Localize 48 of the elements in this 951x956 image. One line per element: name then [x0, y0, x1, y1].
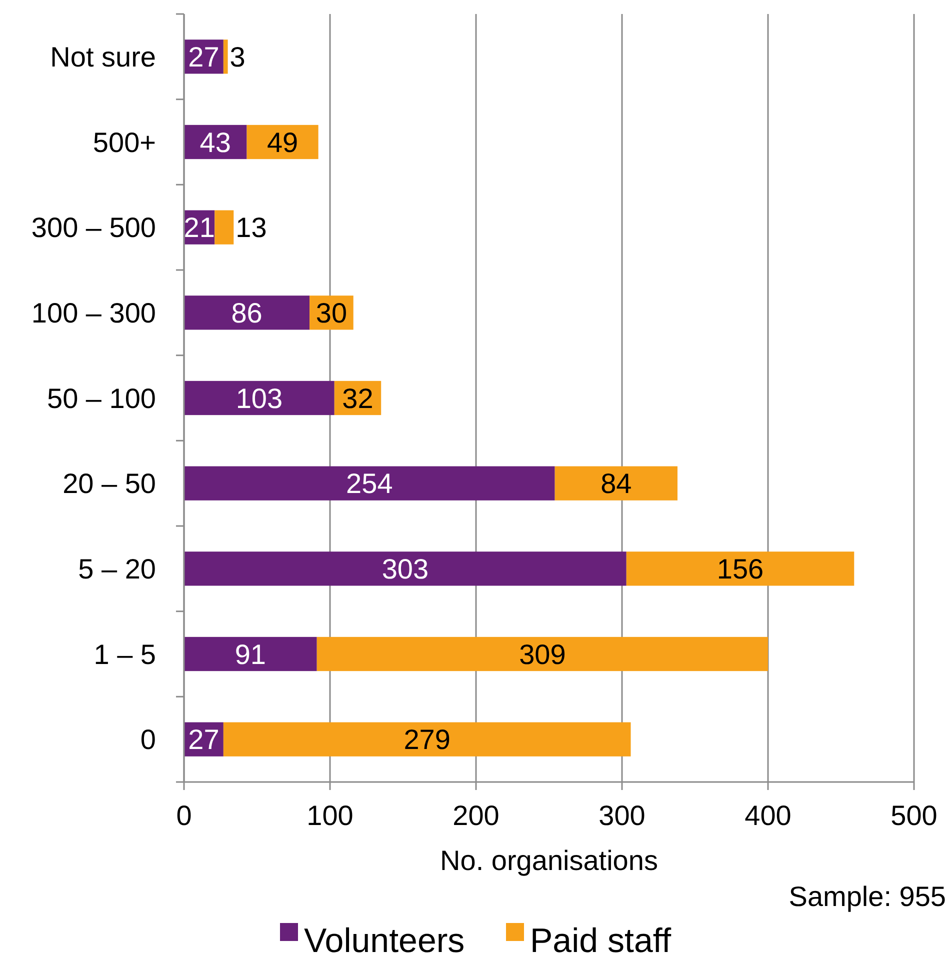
data-label: 43: [200, 126, 231, 158]
y-tick-label: 100 – 300: [31, 297, 156, 328]
data-label: 21: [184, 212, 215, 244]
bar: [626, 552, 854, 586]
data-label: 103: [236, 382, 283, 414]
x-tick-label: 500: [890, 800, 938, 831]
data-label: 13: [236, 212, 267, 244]
x-tick-label: 0: [176, 800, 192, 831]
bar: [214, 210, 234, 244]
y-tick-label: 0: [140, 724, 156, 756]
bar: [184, 296, 310, 330]
legend-label: Volunteers: [304, 922, 465, 956]
bar: [184, 380, 334, 416]
x-axis-title: No. organisations: [440, 845, 658, 876]
x-tick-label: 200: [452, 800, 500, 831]
data-label: 84: [600, 468, 632, 500]
data-label: 86: [231, 297, 262, 328]
data-label: 32: [342, 382, 374, 414]
data-label: 156: [716, 553, 764, 584]
bar: [554, 466, 678, 500]
y-tick-label: 300 – 500: [31, 212, 156, 244]
y-tick-label: Not sure: [50, 41, 156, 72]
text: Sample: 955: [788, 881, 946, 912]
bar: [223, 722, 631, 756]
data-label: 3: [230, 41, 246, 72]
data-label: 279: [404, 724, 450, 756]
data-label: 30: [316, 297, 348, 328]
bar: [184, 552, 626, 586]
data-label: 309: [519, 638, 566, 670]
data-label: 254: [346, 468, 393, 500]
x-tick-label: 100: [306, 800, 354, 831]
y-tick-label: 1 – 5: [94, 638, 156, 670]
bar: [316, 636, 768, 672]
bar: [184, 466, 555, 500]
data-label: 91: [234, 638, 266, 670]
bar: [223, 40, 228, 74]
x-tick-label: 400: [744, 800, 792, 831]
data-label: 27: [188, 724, 220, 756]
y-tick-label: 50 – 100: [47, 382, 156, 414]
y-tick-label: 500+: [92, 126, 156, 158]
legend-label: Paid staff: [530, 922, 672, 956]
y-tick-label: 20 – 50: [62, 468, 156, 500]
y-tick-label: 5 – 20: [78, 553, 156, 584]
data-label: 27: [188, 41, 220, 72]
x-tick-label: 300: [598, 800, 646, 831]
bar: [184, 636, 317, 672]
data-label: 49: [266, 126, 298, 158]
data-label: 303: [382, 553, 429, 584]
